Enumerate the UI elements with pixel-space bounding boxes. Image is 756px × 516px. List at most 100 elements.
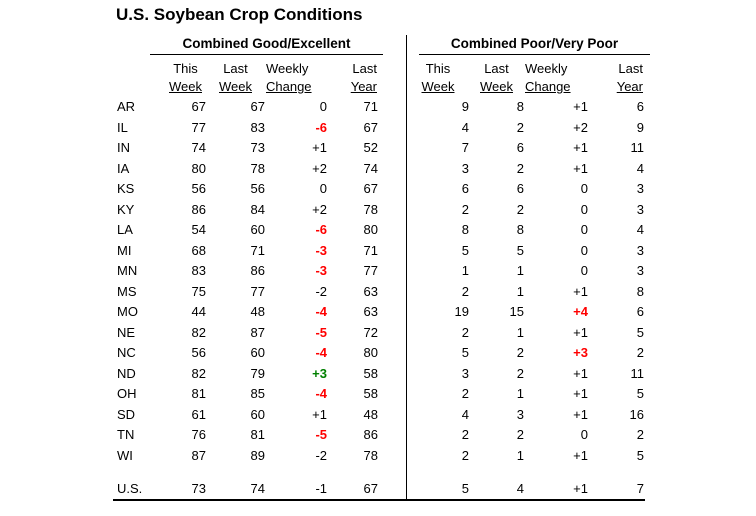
pp-this-week-value: 3 xyxy=(461,365,469,381)
pp-col-week1: Week xyxy=(421,79,455,94)
pp-col-change: Change xyxy=(525,79,571,94)
state-label: MN xyxy=(117,263,138,278)
state-label: LA xyxy=(117,222,133,237)
state-label: NE xyxy=(117,324,136,340)
ge-last-week-value: 85 xyxy=(250,386,265,401)
header-row-top: This Last Weekly Last This Last Weekly L… xyxy=(113,60,644,78)
pp-col-weekly: Weekly xyxy=(525,61,568,76)
ge-last-year-value: 78 xyxy=(363,447,378,463)
pp-last-year-value: 9 xyxy=(636,119,644,135)
state-label: KS xyxy=(117,181,135,196)
ge-this-week-value: 82 xyxy=(191,365,206,381)
pp-this-week-value: 2 xyxy=(461,427,469,442)
ge-last-year-value: 67 xyxy=(363,119,378,135)
table-row: ND 82 79 +3 58 3 2 +1 11 xyxy=(113,364,644,385)
state-label: SD xyxy=(117,406,136,422)
pp-last-week-value: 2 xyxy=(516,427,524,442)
ge-last-week-value: 48 xyxy=(250,304,265,319)
ge-weekly-change-value: +1 xyxy=(312,406,327,422)
ge-last-week-value: 83 xyxy=(250,119,265,135)
ge-this-week-value: 44 xyxy=(191,304,206,319)
ge-this-week-value: 82 xyxy=(191,324,206,340)
pp-last-week-value: 1 xyxy=(516,263,524,278)
section-gap xyxy=(378,384,407,405)
pp-weekly-change-value: +1 xyxy=(573,324,588,340)
ge-last-week-value: 79 xyxy=(250,365,265,381)
ge-last-week-value: 56 xyxy=(250,181,265,196)
section-title-poor-very-poor: Combined Poor/Very Poor xyxy=(419,36,650,55)
pp-last-week-value: 1 xyxy=(516,447,524,463)
table-row: IL 77 83 -6 67 4 2 +2 9 xyxy=(113,118,644,139)
pp-weekly-change-value: +1 xyxy=(573,160,588,176)
ge-weekly-change-value: -6 xyxy=(315,222,327,237)
ge-last-year-value: 52 xyxy=(363,140,378,155)
ge-last-week-value: 60 xyxy=(250,222,265,237)
ge-last-year-value: 63 xyxy=(363,283,378,299)
ge-weekly-change-value: -5 xyxy=(315,427,327,442)
state-label: KY xyxy=(117,201,135,217)
header-row-bottom: Week Week Change Year Week Week Change Y… xyxy=(113,78,644,96)
ge-col-change: Change xyxy=(266,79,312,94)
state-label: OH xyxy=(117,386,137,401)
pp-last-year-value: 7 xyxy=(636,481,644,496)
section-gap xyxy=(378,364,407,385)
ge-weekly-change-value: -6 xyxy=(315,119,327,135)
pp-last-week-value: 2 xyxy=(516,160,524,176)
ge-last-week-value: 60 xyxy=(250,406,265,422)
pp-last-year-value: 2 xyxy=(636,427,644,442)
pp-last-year-value: 11 xyxy=(630,140,645,155)
table-row: NC 56 60 -4 80 5 2 +3 2 xyxy=(113,343,644,364)
pp-last-week-value: 15 xyxy=(509,304,524,319)
table-row: MI 68 71 -3 71 5 5 0 3 xyxy=(113,241,644,262)
ge-last-week-value: 71 xyxy=(250,242,265,258)
state-label: AR xyxy=(117,99,136,114)
pp-this-week-value: 2 xyxy=(461,324,469,340)
pp-this-week-value: 2 xyxy=(461,447,469,463)
section-gap xyxy=(378,200,407,221)
ge-last-year-value: 80 xyxy=(363,345,378,360)
ge-last-week-value: 60 xyxy=(250,345,265,360)
table-row: IN 74 73 +1 52 7 6 +1 11 xyxy=(113,138,644,159)
ge-last-week-value: 78 xyxy=(250,160,265,176)
state-label: IN xyxy=(117,140,130,155)
ge-this-week-value: 73 xyxy=(191,481,206,496)
ge-last-week-value: 86 xyxy=(250,263,265,278)
pp-weekly-change-value: 0 xyxy=(580,222,588,237)
ge-last-year-value: 67 xyxy=(363,481,378,496)
ge-last-year-value: 71 xyxy=(363,99,378,114)
pp-last-week-value: 1 xyxy=(516,324,524,340)
ge-this-week-value: 86 xyxy=(191,201,206,217)
pp-last-week-value: 6 xyxy=(516,140,524,155)
pp-this-week-value: 1 xyxy=(461,263,469,278)
pp-weekly-change-value: 0 xyxy=(580,201,588,217)
ge-col-week2: Week xyxy=(219,79,252,94)
pp-weekly-change-value: +1 xyxy=(573,365,588,381)
table-row: KY 86 84 +2 78 2 2 0 3 xyxy=(113,200,644,221)
pp-weekly-change-value: +3 xyxy=(573,345,588,360)
pp-last-year-value: 6 xyxy=(636,304,644,319)
ge-last-year-value: 72 xyxy=(363,324,378,340)
ge-this-week-value: 80 xyxy=(191,160,206,176)
ge-weekly-change-value: +2 xyxy=(312,160,327,176)
pp-last-year-value: 8 xyxy=(636,283,644,299)
ge-weekly-change-value: +1 xyxy=(312,140,327,155)
ge-last-week-value: 89 xyxy=(250,447,265,463)
section-gap xyxy=(378,405,407,426)
ge-this-week-value: 75 xyxy=(191,283,206,299)
pp-this-week-value: 2 xyxy=(461,386,469,401)
pp-col-last2: Last xyxy=(618,61,643,76)
ge-last-week-value: 87 xyxy=(250,324,265,340)
table-row: IA 80 78 +2 74 3 2 +1 4 xyxy=(113,159,644,180)
pp-weekly-change-value: 0 xyxy=(580,263,588,278)
ge-col-weekly: Weekly xyxy=(266,61,309,76)
pp-this-week-value: 3 xyxy=(461,160,469,176)
ge-weekly-change-value: 0 xyxy=(319,99,327,114)
pp-last-week-value: 3 xyxy=(516,406,524,422)
ge-last-week-value: 74 xyxy=(250,481,265,496)
pp-weekly-change-value: +2 xyxy=(573,119,588,135)
pp-last-year-value: 3 xyxy=(636,263,644,278)
pp-this-week-value: 19 xyxy=(454,304,469,319)
pp-last-week-value: 6 xyxy=(516,181,524,196)
pp-weekly-change-value: +4 xyxy=(573,304,588,319)
state-label: TN xyxy=(117,427,135,442)
